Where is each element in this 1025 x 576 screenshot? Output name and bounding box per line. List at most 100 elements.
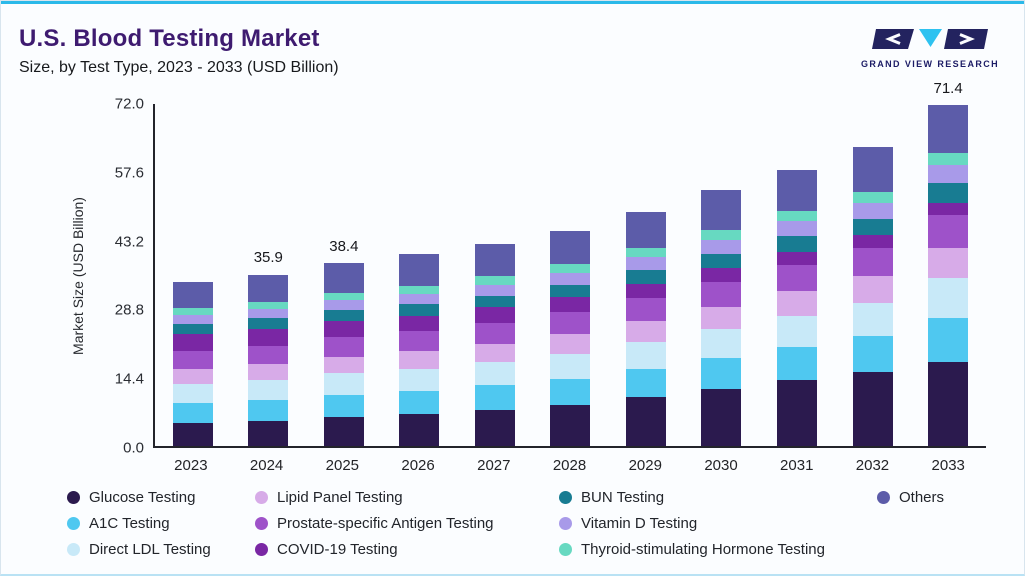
bar-segment-glucose-testing <box>777 379 818 446</box>
bar-2033: 71.4 <box>928 80 969 446</box>
bar-segment-a1c-testing <box>399 391 440 415</box>
bar-2029 <box>625 211 666 446</box>
bar-segment-lipid-panel-testing <box>323 356 364 374</box>
y-tick-label: 0.0 <box>123 439 144 457</box>
bar-segment-covid-19-testing <box>474 307 515 323</box>
x-tick-label: 2028 <box>552 457 587 474</box>
legend-label: Lipid Panel Testing <box>277 488 403 506</box>
bar-segment-bun-testing <box>777 235 818 252</box>
legend-item-lipid-panel-testing: Lipid Panel Testing <box>255 486 559 508</box>
bar-2027 <box>474 243 515 446</box>
legend-color-dot <box>559 542 572 556</box>
bar-segment-direct-ldl-testing <box>248 380 289 401</box>
top-accent-bar <box>1 1 1024 4</box>
bar-segment-a1c-testing <box>248 400 289 422</box>
bar-segment-a1c-testing <box>852 336 893 372</box>
bar-segment-direct-ldl-testing <box>550 353 591 379</box>
legend-color-dot <box>255 490 268 504</box>
bar-segment-direct-ldl-testing <box>399 368 440 392</box>
bar-segment-glucose-testing <box>701 388 742 446</box>
bar-segment-glucose-testing <box>550 404 591 446</box>
bar-segment-others <box>701 190 742 231</box>
bar-segment-direct-ldl-testing <box>474 361 515 386</box>
bar-segment-bun-testing <box>399 304 440 316</box>
bar-segment-glucose-testing <box>928 362 969 446</box>
bar-segment-bun-testing <box>701 253 742 269</box>
legend-item-thyroid-stimulating-hormone-testing: Thyroid-stimulating Hormone Testing <box>559 538 877 560</box>
bar-segment-prostate-specific-antigen-testing <box>248 345 289 365</box>
bar-segment-glucose-testing <box>323 417 364 446</box>
bar-segment-lipid-panel-testing <box>248 364 289 381</box>
bar-segment-vitamin-d-testing <box>550 272 591 285</box>
bar-segment-prostate-specific-antigen-testing <box>550 312 591 335</box>
bar-segment-vitamin-d-testing <box>172 314 213 324</box>
bar-segment-bun-testing <box>928 183 969 203</box>
legend-label: A1C Testing <box>89 514 170 532</box>
bar-segment-thyroid-stimulating-hormone-testing <box>550 264 591 273</box>
bar-2031 <box>777 169 818 446</box>
legend-color-dot <box>67 542 80 556</box>
bar-segment-prostate-specific-antigen-testing <box>625 297 666 322</box>
bar-segment-a1c-testing <box>172 403 213 424</box>
legend-color-dot <box>877 490 890 504</box>
bar-segment-prostate-specific-antigen-testing <box>399 331 440 352</box>
bar-2024: 35.9 <box>248 249 289 446</box>
legend-label: COVID-19 Testing <box>277 540 398 558</box>
bar-segment-a1c-testing <box>777 346 818 380</box>
bar-segment-covid-19-testing <box>248 328 289 346</box>
bar-segment-covid-19-testing <box>625 283 666 298</box>
legend-label: Prostate-specific Antigen Testing <box>277 514 494 532</box>
bar-2028 <box>550 231 591 446</box>
bar-segment-lipid-panel-testing <box>625 321 666 343</box>
y-tick-label: 72.0 <box>114 95 144 113</box>
legend-color-dot <box>67 516 80 530</box>
bar-segment-lipid-panel-testing <box>701 307 742 330</box>
bar-segment-others <box>550 231 591 265</box>
legend-label: Direct LDL Testing <box>89 540 211 558</box>
bar-2023 <box>172 281 213 446</box>
bar-value-label: 38.4 <box>329 237 359 255</box>
bar-segment-bun-testing <box>248 318 289 329</box>
bar-segment-bun-testing <box>323 309 364 321</box>
bar-segment-lipid-panel-testing <box>777 291 818 316</box>
legend-item-glucose-testing: Glucose Testing <box>67 486 255 508</box>
bar-segment-direct-ldl-testing <box>701 329 742 359</box>
bar-segment-thyroid-stimulating-hormone-testing <box>172 308 213 315</box>
bar-2026 <box>399 253 440 446</box>
bar-segment-vitamin-d-testing <box>625 256 666 270</box>
legend-color-dot <box>255 516 268 530</box>
bar-segment-vitamin-d-testing <box>248 308 289 319</box>
x-tick-label: 2029 <box>628 457 662 474</box>
bar-segment-others <box>625 211 666 248</box>
bar-segment-thyroid-stimulating-hormone-testing <box>852 192 893 203</box>
bar-segment-others <box>172 281 213 309</box>
bar-segment-glucose-testing <box>248 421 289 446</box>
bar-segment-bun-testing <box>550 284 591 298</box>
bar-segment-bun-testing <box>172 323 213 334</box>
bar-segment-others <box>474 243 515 277</box>
bar-segment-direct-ldl-testing <box>777 315 818 347</box>
y-tick-label: 43.2 <box>114 233 144 251</box>
bar-segment-direct-ldl-testing <box>323 373 364 395</box>
legend-color-dot <box>559 516 572 530</box>
bar-segment-direct-ldl-testing <box>172 383 213 404</box>
bar-value-label: 71.4 <box>933 79 963 97</box>
plot-area: 35.9 38.4 71.4 <box>153 80 986 448</box>
grand-view-research-logo: GRAND VIEW RESEARCH <box>854 27 1006 69</box>
bar-segment-lipid-panel-testing <box>852 276 893 303</box>
bar-segment-bun-testing <box>852 218 893 236</box>
bar-segment-prostate-specific-antigen-testing <box>852 248 893 277</box>
bar-segment-glucose-testing <box>474 410 515 446</box>
legend-item-a1c-testing: A1C Testing <box>67 512 255 534</box>
legend-item-vitamin-d-testing: Vitamin D Testing <box>559 512 877 534</box>
legend-empty-cell <box>877 538 1008 560</box>
legend-label: BUN Testing <box>581 488 665 506</box>
bar-segment-prostate-specific-antigen-testing <box>701 282 742 307</box>
bar-segment-thyroid-stimulating-hormone-testing <box>474 276 515 285</box>
bar-segment-thyroid-stimulating-hormone-testing <box>323 292 364 300</box>
x-tick-label: 2026 <box>401 457 435 474</box>
logo-text: GRAND VIEW RESEARCH <box>860 59 1000 69</box>
legend-empty-cell <box>877 512 1008 534</box>
bar-segment-direct-ldl-testing <box>928 278 969 318</box>
